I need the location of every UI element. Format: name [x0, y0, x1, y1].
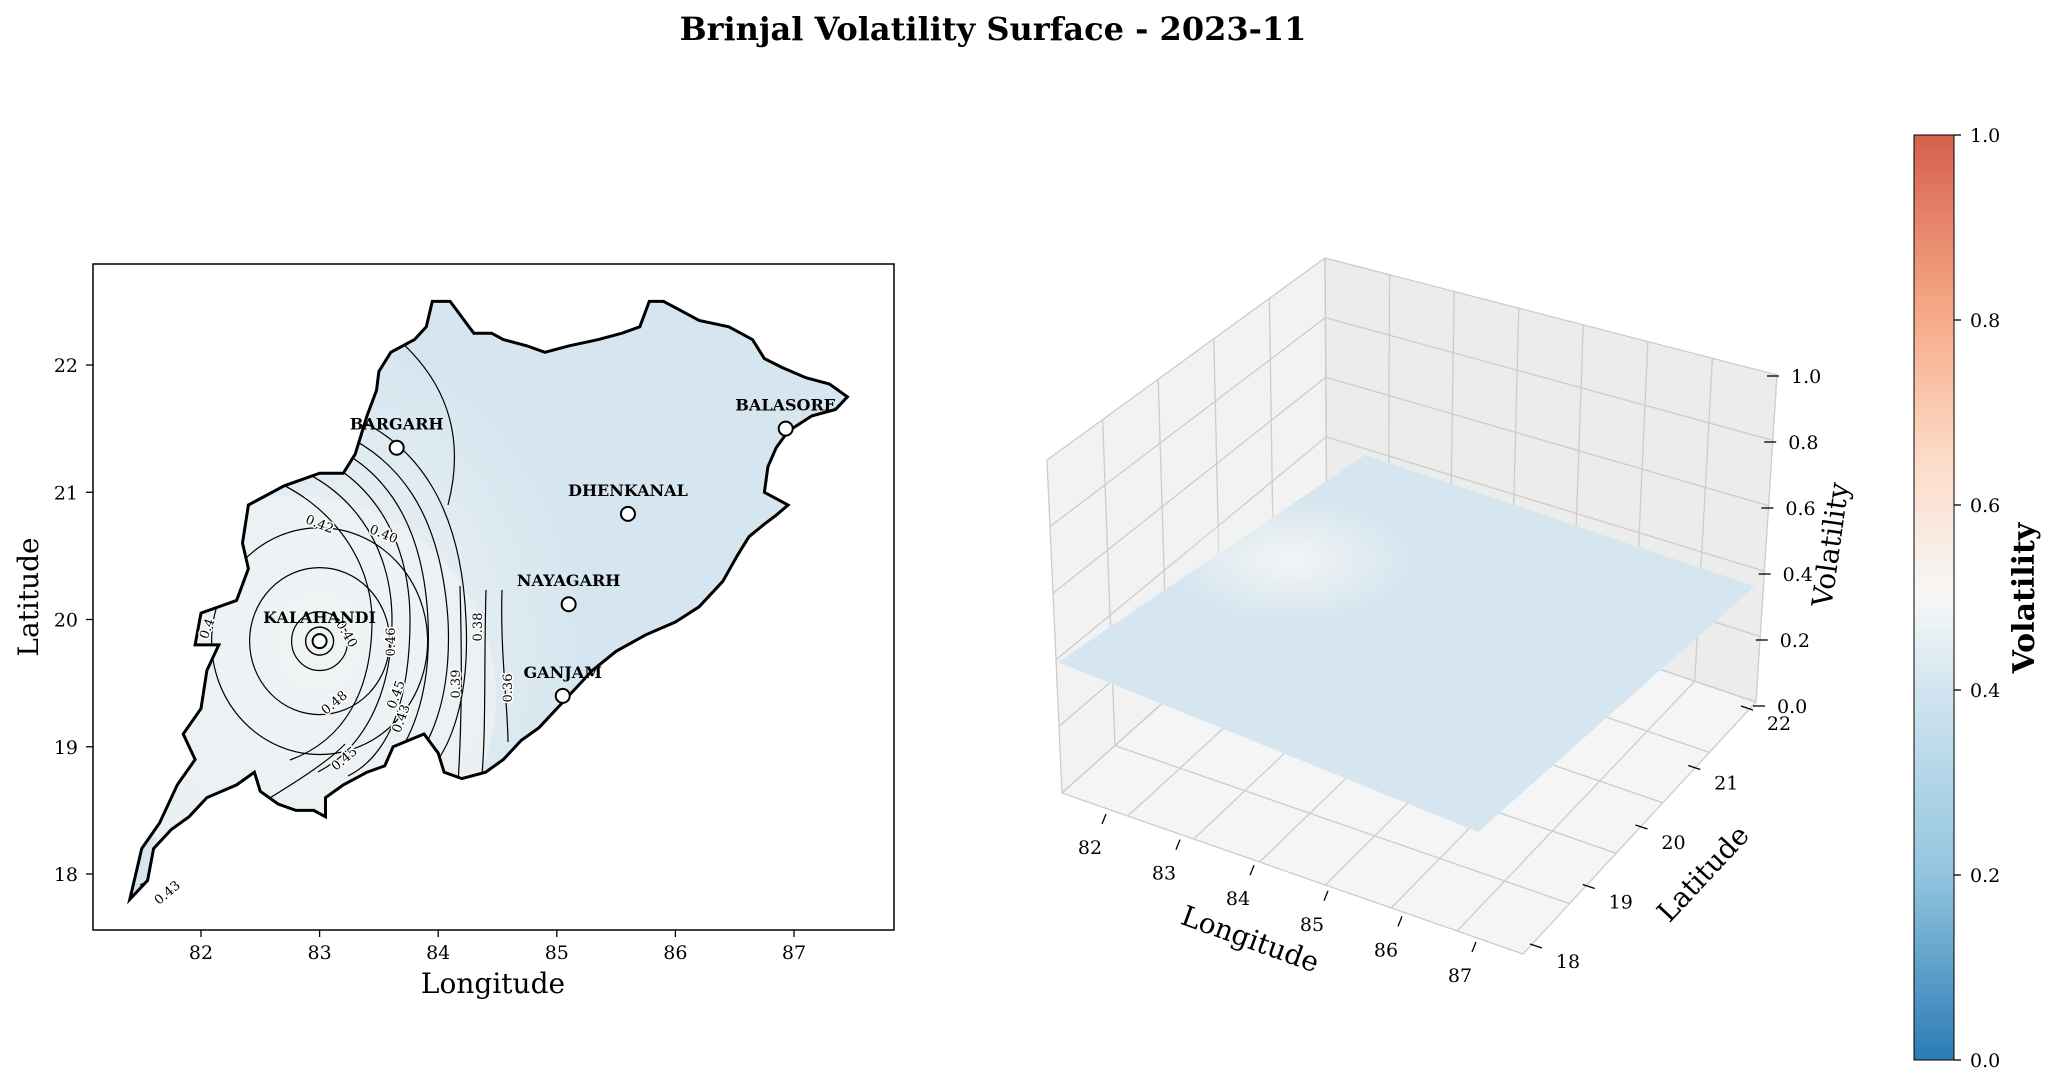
floor-grid	[1522, 701, 1757, 955]
map-ytick-label: 18	[54, 864, 78, 886]
colorbar-ticks: 0.0 0.2 0.4 0.6 0.8 1.0	[1954, 125, 2000, 1072]
z-tick-label: 0.2	[1780, 630, 1810, 652]
colorbar-tick-label: 0.8	[1970, 310, 2000, 332]
surface-hotspot	[1170, 500, 1410, 620]
lon-tick	[1101, 813, 1107, 825]
lon-axis: 82 83 84 85 86 87	[1078, 813, 1477, 987]
lat-tick	[1582, 883, 1595, 890]
lat-tick-label: 20	[1661, 832, 1685, 854]
contour-line	[457, 585, 462, 785]
colorbar-tick-label: 1.0	[1970, 125, 2000, 147]
contour-label: 0.39	[449, 670, 464, 699]
lat-tick	[1529, 943, 1543, 949]
contour-line	[481, 589, 487, 775]
pane-grid	[1755, 374, 1778, 703]
colorbar-tick-label: 0.6	[1970, 495, 2000, 517]
district-marker	[311, 633, 328, 650]
lat-tick-label: 21	[1714, 773, 1738, 795]
district-marker	[388, 439, 405, 456]
contour-label: 0.36	[501, 674, 516, 703]
pane-grid	[1101, 419, 1116, 746]
lon-tick	[1323, 890, 1329, 902]
district-ring	[304, 626, 335, 656]
map-ytick-label: 19	[54, 737, 78, 759]
map-xtick-label: 82	[189, 942, 213, 964]
lat-tick	[1740, 705, 1754, 711]
contour-line	[264, 457, 393, 773]
district-marker	[554, 687, 571, 704]
lat-axis: 18 19 20 21 22	[1529, 705, 1791, 973]
district-label: BALASORE	[735, 396, 836, 415]
map-xtick-label: 86	[663, 942, 687, 964]
contour-ring	[211, 527, 429, 756]
district-label: GANJAM	[524, 663, 602, 682]
z-axis: 0.0 0.2 0.4 0.6 0.8 1.0	[1753, 366, 1821, 718]
contour-line	[261, 475, 373, 761]
map-xtick-label: 87	[782, 942, 806, 964]
floor-grid	[1114, 744, 1570, 905]
district-label: DHENKANAL	[568, 481, 688, 500]
district-marker	[560, 596, 577, 613]
figure-title: Brinjal Volatility Surface - 2023-11	[680, 10, 1307, 48]
lon-tick	[1397, 916, 1403, 927]
lon-tick	[1471, 941, 1477, 953]
district-marker	[777, 420, 794, 437]
colorbar-gradient	[1913, 134, 1955, 1061]
map-ytick-label: 21	[54, 482, 78, 504]
map-ylabel: Latitude	[12, 537, 45, 656]
lon-tick-label: 85	[1300, 914, 1324, 936]
lon-axis-label: Longitude	[1177, 899, 1324, 979]
contour-label: 0.46	[384, 628, 399, 657]
z-tick-label: 0.0	[1777, 696, 1807, 718]
floor-grid	[1061, 792, 1524, 955]
lon-tick-label: 82	[1078, 837, 1102, 859]
lat-tick	[1688, 764, 1701, 771]
map-xtick-label: 83	[308, 942, 332, 964]
colorbar-label: Volatility	[2007, 521, 2042, 674]
map-ytick-label: 20	[54, 610, 78, 632]
contour-line	[501, 589, 509, 743]
colorbar-tick-label: 0.0	[1970, 1050, 2000, 1072]
z-tick-label: 1.0	[1791, 366, 1821, 388]
lat-tick	[1635, 824, 1648, 830]
lat-tick-label: 22	[1767, 713, 1791, 735]
floor-grid	[1456, 680, 1696, 932]
lon-tick-label: 86	[1374, 939, 1398, 961]
map-xtick-label: 85	[545, 942, 569, 964]
map-xtick-label: 84	[426, 942, 450, 964]
z-tick-label: 0.6	[1785, 498, 1815, 520]
lon-tick-label: 87	[1448, 965, 1472, 987]
contour-line	[311, 403, 468, 776]
district-label: KALAHANDI	[263, 608, 376, 627]
map-xlabel: Longitude	[421, 967, 565, 1000]
lat-tick-label: 19	[1609, 892, 1633, 914]
district-label: BARGARH	[350, 415, 444, 434]
colorbar-tick-label: 0.2	[1970, 865, 2000, 887]
colorbar: 0.0 0.2 0.4 0.6 0.8 1.0 Volatility	[1913, 125, 2042, 1072]
lon-tick-label: 84	[1226, 888, 1250, 910]
colorbar-tick-label: 0.4	[1970, 680, 2000, 702]
surface-3d-panel: 0.00.20.40.60.81.0Volatility828384858687…	[1046, 257, 1856, 987]
lon-tick	[1249, 864, 1255, 876]
lat-tick-label: 18	[1556, 951, 1580, 973]
contour-ring	[249, 567, 391, 716]
z-tick-label: 0.8	[1788, 432, 1818, 454]
contour-label: 0.38	[471, 613, 486, 642]
district-label: NAYAGARH	[517, 571, 621, 590]
district-marker	[619, 505, 636, 522]
contour-ring	[291, 611, 349, 672]
map-ytick-label: 22	[54, 355, 78, 377]
state-outline	[127, 299, 850, 905]
z-tick-label: 0.4	[1783, 564, 1813, 586]
lon-tick-label: 83	[1152, 863, 1176, 885]
lon-tick	[1175, 839, 1181, 850]
pane-grid	[1046, 459, 1063, 794]
map-ticks: 82 83 84 85 86 87 18 19 20 21 22	[54, 355, 806, 964]
